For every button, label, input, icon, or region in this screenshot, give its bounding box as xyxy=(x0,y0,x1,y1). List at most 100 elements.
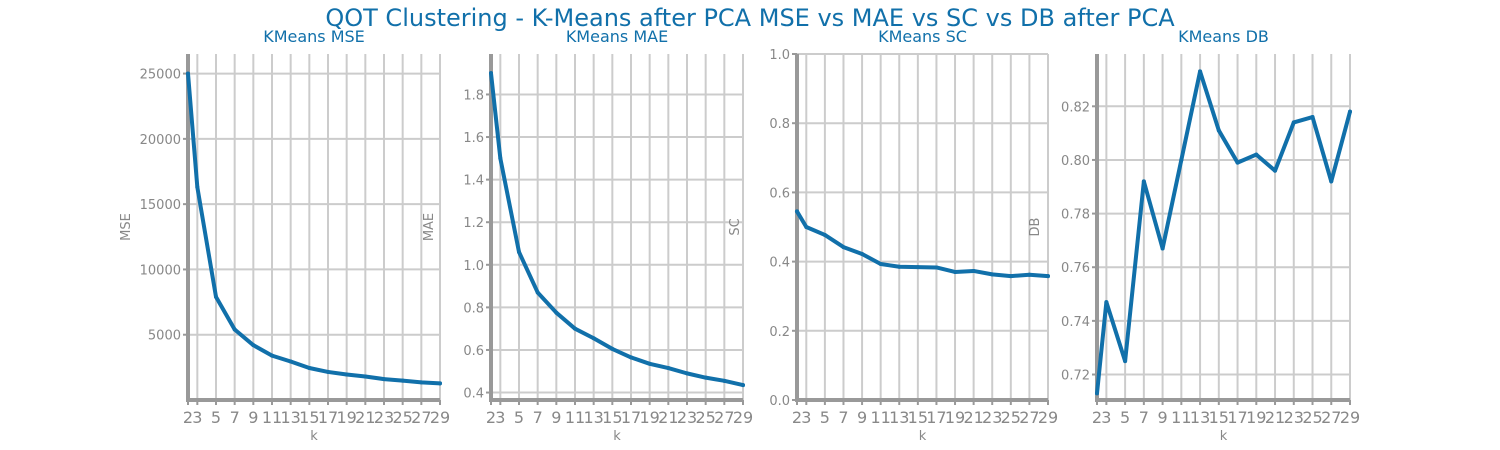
y-axis-label: DB xyxy=(1028,218,1043,237)
x-tick-label: 7 xyxy=(838,408,848,427)
y-tick-label: 1.0 xyxy=(769,48,790,63)
data-point xyxy=(610,346,615,351)
x-tick-label: 5 xyxy=(1120,408,1130,427)
x-tick-label: 21 xyxy=(658,408,678,427)
data-point xyxy=(897,264,902,269)
x-tick-label: 23 xyxy=(1284,408,1304,427)
y-tick-label: 1.2 xyxy=(463,216,484,231)
data-point xyxy=(1310,115,1315,120)
x-tick-label: 3 xyxy=(192,408,202,427)
data-point xyxy=(1291,120,1296,125)
data-point xyxy=(1141,179,1146,184)
chart-panel-4: 0.720.740.760.780.800.822 3 5 7 9 11131517192… xyxy=(1028,27,1360,444)
x-axis-label: k xyxy=(1220,429,1228,444)
y-tick-label: 20000 xyxy=(140,133,181,148)
data-point xyxy=(382,377,386,382)
x-tick-label: 11 xyxy=(1171,408,1191,427)
chart-title: KMeans MAE xyxy=(566,27,668,46)
data-point xyxy=(666,366,671,371)
data-point xyxy=(554,310,559,315)
x-tick-label: 9 xyxy=(248,408,258,427)
y-tick-label: 0.4 xyxy=(463,387,484,402)
data-point xyxy=(1095,391,1099,396)
x-tick-label: 13 xyxy=(889,408,909,427)
data-point xyxy=(1179,157,1184,162)
x-tick-label: 15 xyxy=(908,408,928,427)
x-tick-label: 29 xyxy=(430,408,450,427)
y-tick-label: 0.4 xyxy=(769,256,790,271)
x-tick-label: 3 xyxy=(495,408,505,427)
data-point xyxy=(1104,300,1109,305)
data-point xyxy=(703,375,708,380)
x-tick-label: 29 xyxy=(733,408,753,427)
x-tick-label: 3 xyxy=(1101,408,1111,427)
y-axis-label: MAE xyxy=(422,213,437,241)
x-tick-label: 27 xyxy=(714,408,734,427)
data-point xyxy=(438,381,442,386)
x-tick-label: 15 xyxy=(602,408,622,427)
x-tick-label: 15 xyxy=(299,408,319,427)
data-point xyxy=(1123,359,1128,364)
data-point xyxy=(573,326,577,331)
data-point xyxy=(795,209,799,214)
x-tick-label: 11 xyxy=(565,408,585,427)
x-tick-label: 5 xyxy=(514,408,524,427)
y-tick-label: 15000 xyxy=(140,198,181,213)
data-point xyxy=(288,359,293,364)
data-point xyxy=(517,250,521,255)
x-tick-label: 13 xyxy=(583,408,603,427)
chart-panel-3: 0.00.20.40.60.81.02 3 5 7 9 11131517192123252… xyxy=(728,27,1058,444)
chart-title: KMeans DB xyxy=(1178,27,1269,46)
data-point xyxy=(232,327,237,332)
y-tick-label: 0.6 xyxy=(769,186,790,201)
data-point xyxy=(878,262,883,267)
x-tick-label: 7 xyxy=(1139,408,1149,427)
x-tick-label: 19 xyxy=(639,408,659,427)
y-tick-label: 0.0 xyxy=(769,394,790,409)
data-point xyxy=(915,265,920,270)
data-point xyxy=(186,71,190,76)
x-axis-label: k xyxy=(919,429,927,444)
x-tick-label: 9 xyxy=(1157,408,1167,427)
chart-panel-2: 0.40.60.81.01.21.41.61.82 3 5 7 9 11131517192… xyxy=(422,27,753,444)
x-tick-label: 25 xyxy=(392,408,412,427)
data-point xyxy=(860,251,865,256)
x-tick-label: 2 xyxy=(486,408,496,427)
x-tick-label: 7 xyxy=(230,408,240,427)
x-tick-label: 7 xyxy=(533,408,543,427)
y-tick-label: 1.4 xyxy=(463,174,484,189)
data-point xyxy=(971,268,976,273)
y-tick-label: 0.74 xyxy=(1061,315,1090,330)
x-tick-label: 29 xyxy=(1340,408,1360,427)
data-point xyxy=(498,156,503,161)
x-tick-label: 13 xyxy=(280,408,300,427)
x-tick-label: 27 xyxy=(1019,408,1039,427)
x-tick-label: 25 xyxy=(695,408,715,427)
figure-title: QOT Clustering - K-Means after PCA MSE v… xyxy=(325,4,1175,32)
x-tick-label: 13 xyxy=(1190,408,1210,427)
x-tick-label: 19 xyxy=(1246,408,1266,427)
data-point xyxy=(934,265,939,270)
data-point xyxy=(1198,69,1203,74)
x-tick-label: 5 xyxy=(211,408,221,427)
y-tick-label: 5000 xyxy=(148,329,181,344)
chart-title: KMeans SC xyxy=(878,27,967,46)
y-axis-label: SC xyxy=(728,218,743,235)
x-tick-label: 17 xyxy=(926,408,946,427)
x-tick-label: 9 xyxy=(857,408,867,427)
x-tick-label: 27 xyxy=(1321,408,1341,427)
x-tick-label: 25 xyxy=(1302,408,1322,427)
x-tick-label: 11 xyxy=(262,408,282,427)
data-point xyxy=(307,366,312,371)
x-axis-label: k xyxy=(613,429,621,444)
data-point xyxy=(953,269,958,274)
x-tick-label: 23 xyxy=(677,408,697,427)
y-tick-label: 1.8 xyxy=(463,88,484,103)
x-tick-label: 9 xyxy=(551,408,561,427)
data-point xyxy=(535,290,540,295)
x-tick-label: 29 xyxy=(1038,408,1058,427)
data-point xyxy=(685,371,689,376)
y-tick-label: 0.8 xyxy=(769,117,790,132)
